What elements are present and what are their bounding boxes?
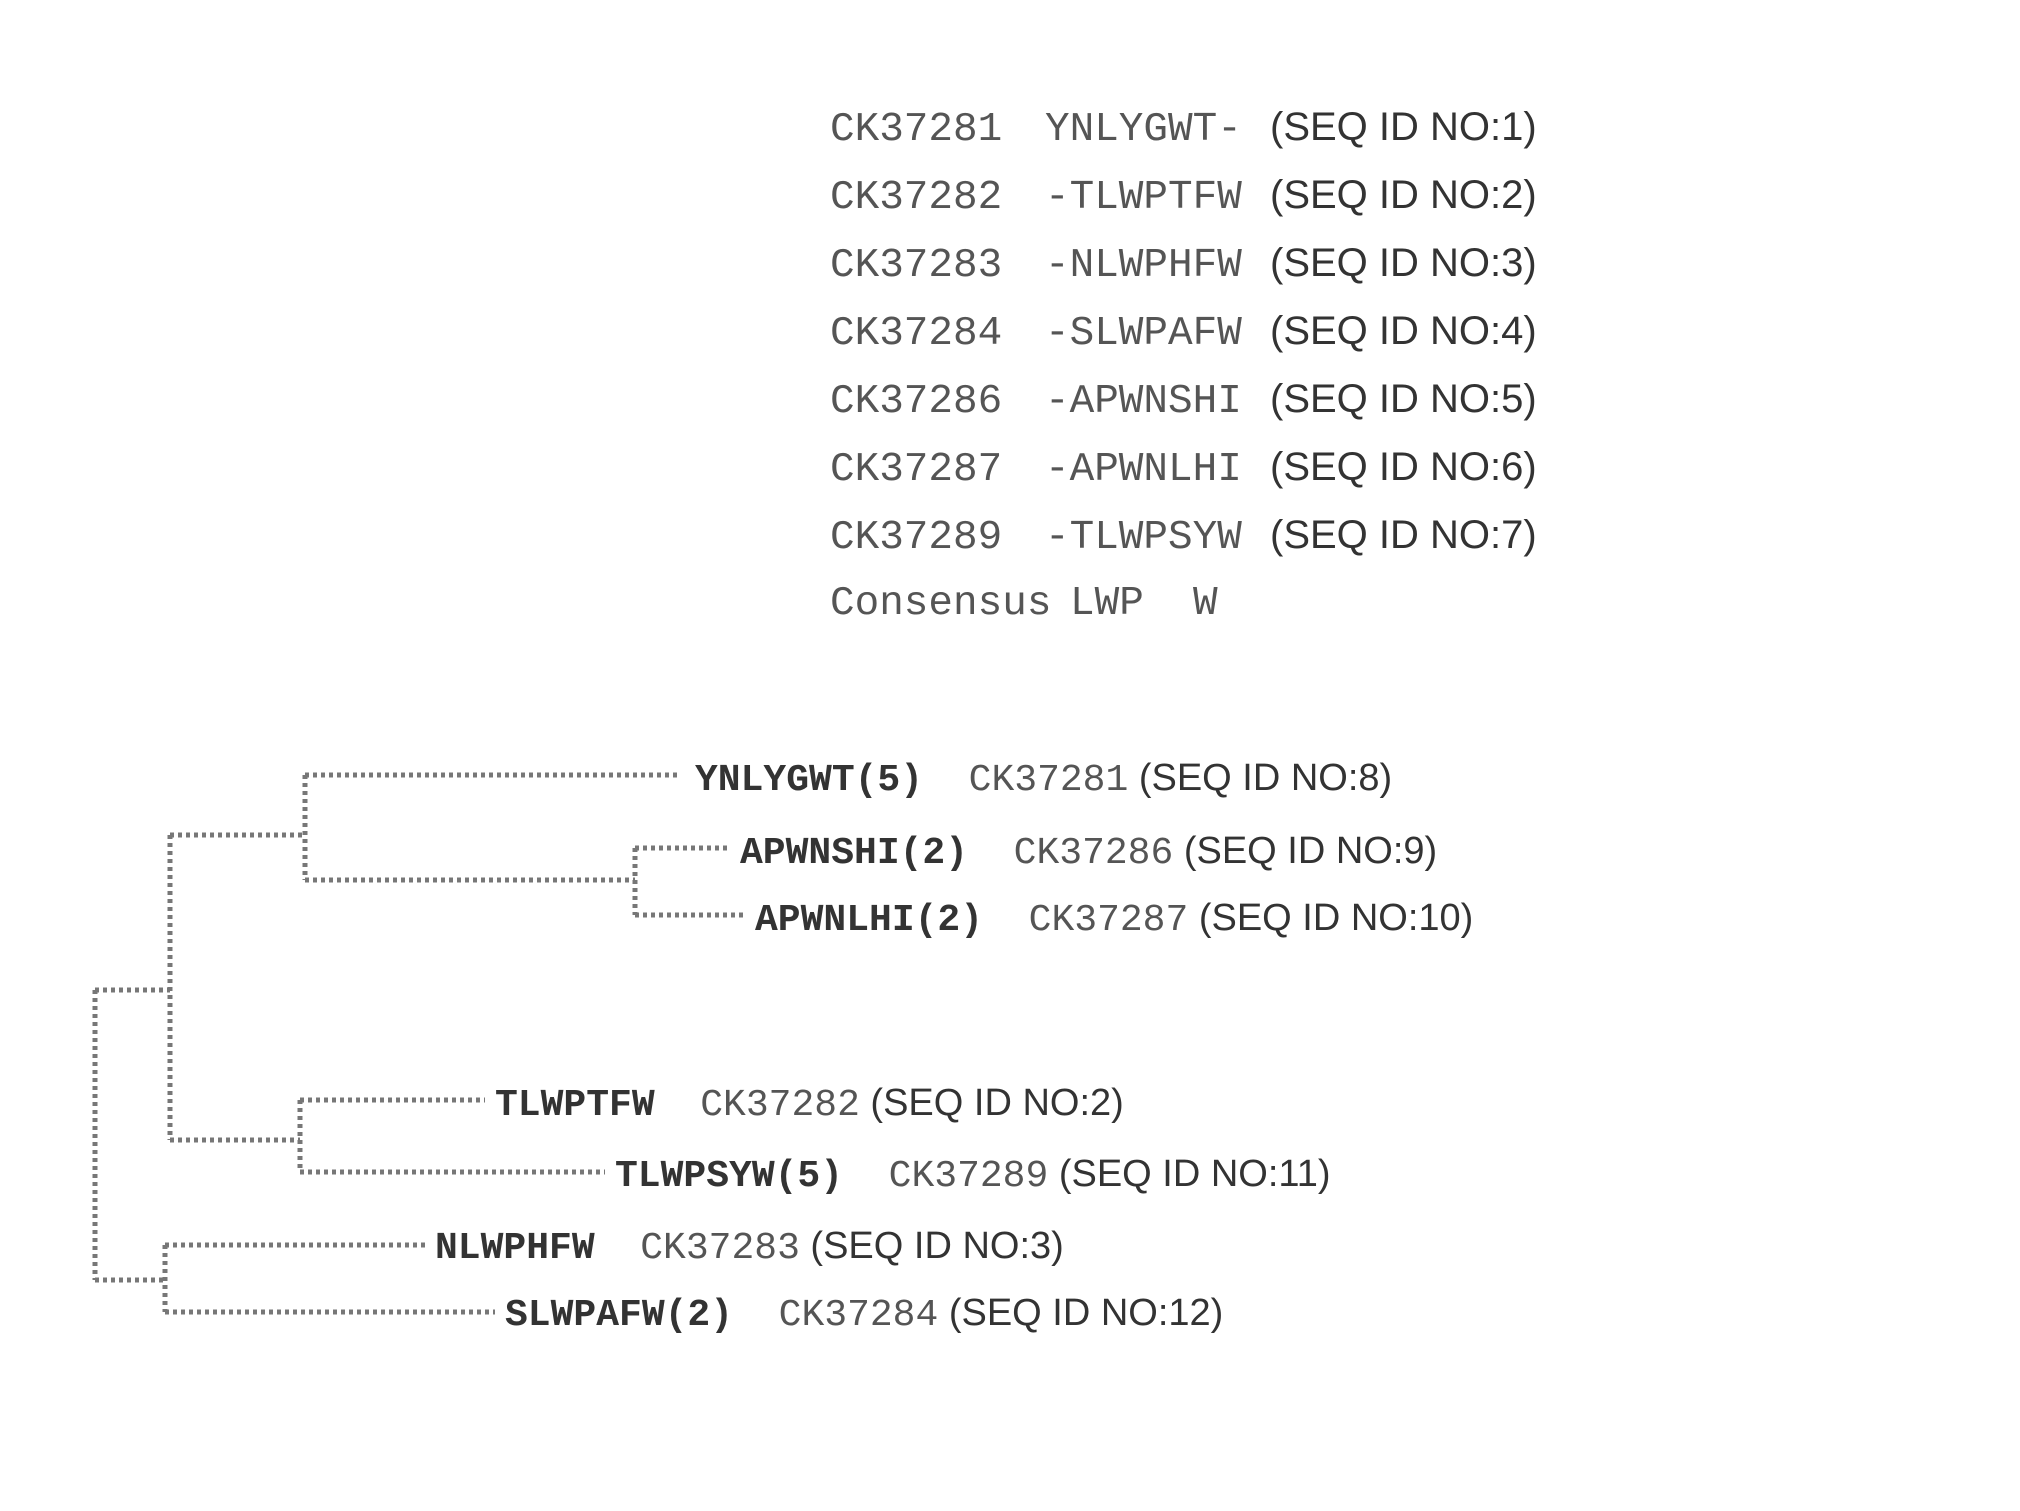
leaf-seq-id-no: (SEQ ID NO:12) (938, 1292, 1223, 1334)
aligned-seq: -TLWPSYW (1045, 515, 1270, 561)
alignment-row: CK37281YNLYGWT-(SEQ ID NO:1) (830, 105, 1537, 167)
leaf-seq: NLWPHFW (435, 1227, 595, 1270)
seq-id-no: (SEQ ID NO:7) (1270, 513, 1537, 558)
phylo-tree-block: YNLYGWT(5) CK37281 (SEQ ID NO:8) APWNSHI(… (55, 730, 1955, 1360)
leaf-seq-id-no: (SEQ ID NO:8) (1128, 757, 1392, 799)
aligned-seq: -NLWPHFW (1045, 243, 1270, 289)
leaf-id: CK37283 (595, 1227, 800, 1270)
alignment-row: CK37284-SLWPAFW(SEQ ID NO:4) (830, 309, 1537, 371)
seq-id: CK37286 (830, 379, 1045, 425)
leaf-id: CK37282 (655, 1084, 860, 1127)
leaf-seq-id-no: (SEQ ID NO:9) (1173, 830, 1437, 872)
leaf-seq: APWNSHI(2) (740, 832, 968, 875)
tree-leaf: NLWPHFW CK37283 (SEQ ID NO:3) (435, 1225, 1064, 1270)
leaf-seq: SLWPAFW(2) (505, 1294, 733, 1337)
alignment-row: CK37286-APWNSHI(SEQ ID NO:5) (830, 377, 1537, 439)
seq-id: CK37284 (830, 311, 1045, 357)
leaf-seq-id-no: (SEQ ID NO:10) (1188, 897, 1473, 939)
tree-leaf: APWNLHI(2) CK37287 (SEQ ID NO:10) (755, 897, 1473, 942)
tree-leaf: TLWPSYW(5) CK37289 (SEQ ID NO:11) (615, 1153, 1331, 1198)
consensus-seq: LWP W (1070, 581, 1218, 627)
seq-id-no: (SEQ ID NO:1) (1270, 105, 1537, 150)
aligned-seq: -TLWPTFW (1045, 175, 1270, 221)
leaf-seq-id-no: (SEQ ID NO:2) (860, 1082, 1124, 1124)
alignment-row: CK37287-APWNLHI(SEQ ID NO:6) (830, 445, 1537, 507)
aligned-seq: YNLYGWT- (1045, 107, 1270, 153)
seq-id: CK37282 (830, 175, 1045, 221)
seq-id-no: (SEQ ID NO:5) (1270, 377, 1537, 422)
leaf-id: CK37284 (733, 1294, 938, 1337)
seq-id-no: (SEQ ID NO:6) (1270, 445, 1537, 490)
consensus-row: ConsensusLWP W (830, 581, 1537, 643)
tree-leaf: TLWPTFW CK37282 (SEQ ID NO:2) (495, 1082, 1124, 1127)
tree-leaf: YNLYGWT(5) CK37281 (SEQ ID NO:8) (695, 757, 1392, 802)
leaf-seq-id-no: (SEQ ID NO:11) (1048, 1153, 1330, 1195)
leaf-seq: TLWPSYW(5) (615, 1155, 843, 1198)
seq-id-no: (SEQ ID NO:3) (1270, 241, 1537, 286)
alignment-row: CK37289-TLWPSYW(SEQ ID NO:7) (830, 513, 1537, 575)
aligned-seq: -SLWPAFW (1045, 311, 1270, 357)
aligned-seq: -APWNLHI (1045, 447, 1270, 493)
leaf-id: CK37289 (843, 1155, 1048, 1198)
consensus-label: Consensus (830, 581, 1070, 627)
tree-leaf: APWNSHI(2) CK37286 (SEQ ID NO:9) (740, 830, 1437, 875)
leaf-seq: YNLYGWT(5) (695, 759, 923, 802)
alignment-block: CK37281YNLYGWT-(SEQ ID NO:1)CK37282-TLWP… (830, 105, 1537, 649)
aligned-seq: -APWNSHI (1045, 379, 1270, 425)
seq-id-no: (SEQ ID NO:2) (1270, 173, 1537, 218)
seq-id: CK37283 (830, 243, 1045, 289)
leaf-id: CK37281 (923, 759, 1128, 802)
seq-id-no: (SEQ ID NO:4) (1270, 309, 1537, 354)
alignment-row: CK37282-TLWPTFW(SEQ ID NO:2) (830, 173, 1537, 235)
seq-id: CK37287 (830, 447, 1045, 493)
leaf-seq: APWNLHI(2) (755, 899, 983, 942)
alignment-row: CK37283-NLWPHFW(SEQ ID NO:3) (830, 241, 1537, 303)
leaf-id: CK37286 (968, 832, 1173, 875)
leaf-seq-id-no: (SEQ ID NO:3) (800, 1225, 1064, 1267)
tree-leaf: SLWPAFW(2) CK37284 (SEQ ID NO:12) (505, 1292, 1223, 1337)
leaf-id: CK37287 (983, 899, 1188, 942)
seq-id: CK37281 (830, 107, 1045, 153)
leaf-seq: TLWPTFW (495, 1084, 655, 1127)
seq-id: CK37289 (830, 515, 1045, 561)
